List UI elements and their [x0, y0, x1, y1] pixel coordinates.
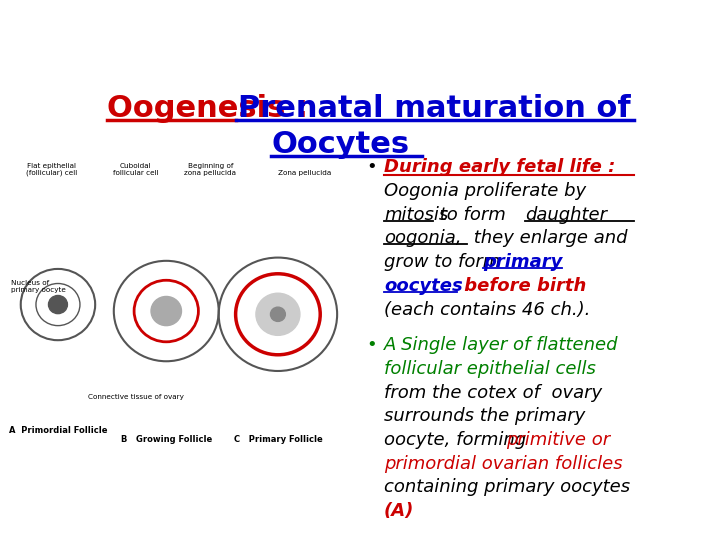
Text: Oogenesis :: Oogenesis :: [107, 94, 318, 123]
Text: During early fetal life :: During early fetal life :: [384, 158, 621, 177]
Text: Zona pellucida: Zona pellucida: [279, 170, 332, 176]
Text: •: •: [366, 336, 377, 354]
Text: Flat epithelial
(follicular) cell: Flat epithelial (follicular) cell: [26, 163, 77, 177]
Circle shape: [48, 295, 68, 314]
Text: Connective tissue of ovary: Connective tissue of ovary: [88, 394, 184, 400]
Text: •: •: [366, 158, 377, 177]
Circle shape: [271, 307, 285, 321]
Text: before birth: before birth: [458, 277, 586, 295]
Text: to form: to form: [434, 206, 512, 224]
Circle shape: [256, 293, 300, 335]
Text: oogonia,: oogonia,: [384, 230, 462, 247]
Text: Oocytes: Oocytes: [271, 131, 410, 159]
Text: Nucleus of
primary oocyte: Nucleus of primary oocyte: [11, 280, 66, 293]
Text: Cuboidal
follicular cell: Cuboidal follicular cell: [113, 163, 158, 176]
Text: surrounds the primary: surrounds the primary: [384, 407, 585, 425]
Text: from the cotex of  ovary: from the cotex of ovary: [384, 383, 602, 402]
Text: Prenatal maturation of: Prenatal maturation of: [238, 94, 631, 123]
Text: grow to form: grow to form: [384, 253, 506, 271]
Text: follicular epithelial cells: follicular epithelial cells: [384, 360, 596, 378]
Text: primordial ovarian follicles: primordial ovarian follicles: [384, 455, 623, 472]
Text: mitosis: mitosis: [384, 206, 449, 224]
Text: oocytes: oocytes: [384, 277, 463, 295]
Circle shape: [151, 296, 181, 326]
Text: A Single layer of flattened: A Single layer of flattened: [384, 336, 618, 354]
Text: containing primary oocytes: containing primary oocytes: [384, 478, 630, 496]
Text: (each contains 46 ch.).: (each contains 46 ch.).: [384, 301, 590, 319]
Text: daughter: daughter: [526, 206, 607, 224]
Text: Oogonia proliferate by: Oogonia proliferate by: [384, 182, 586, 200]
Text: (A): (A): [384, 502, 415, 520]
Text: A  Primordial Follicle: A Primordial Follicle: [9, 426, 107, 435]
Text: primitive or: primitive or: [505, 431, 610, 449]
Text: C   Primary Follicle: C Primary Follicle: [233, 435, 323, 444]
Text: B   Growing Follicle: B Growing Follicle: [121, 435, 212, 444]
Text: oocyte, forming: oocyte, forming: [384, 431, 532, 449]
Text: Beginning of
zona pellucida: Beginning of zona pellucida: [184, 163, 236, 176]
Text: they enlarge and: they enlarge and: [468, 230, 627, 247]
Text: primary: primary: [483, 253, 563, 271]
